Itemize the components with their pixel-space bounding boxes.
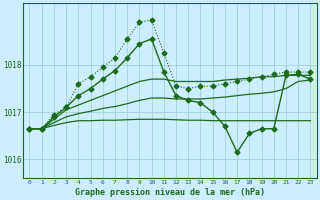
X-axis label: Graphe pression niveau de la mer (hPa): Graphe pression niveau de la mer (hPa) <box>75 188 265 197</box>
